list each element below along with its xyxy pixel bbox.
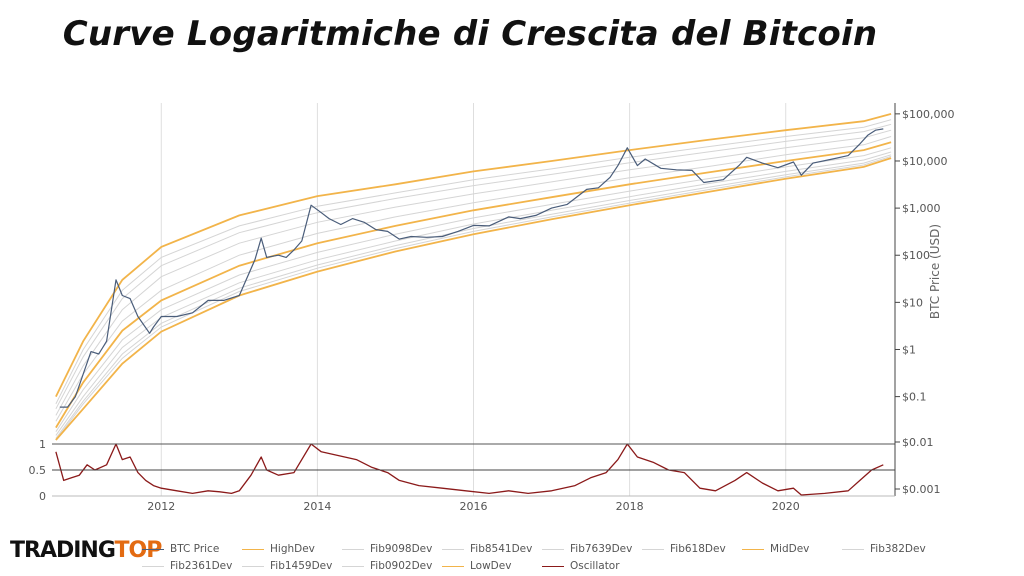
band-fib0902dev: [55, 155, 892, 441]
x-tick-label: 2014: [303, 500, 331, 513]
band-fib8541dev: [55, 123, 892, 410]
btc-price-series: [59, 128, 884, 408]
legend-swatch: [142, 565, 164, 567]
band-fib618dev: [55, 136, 892, 422]
band-fib382dev: [55, 147, 892, 432]
price-tick-label: $10: [902, 296, 923, 309]
legend-item-fib9098dev[interactable]: Fib9098Dev: [342, 541, 432, 557]
legend-swatch: [742, 548, 764, 550]
legend-item-fib1459dev[interactable]: Fib1459Dev: [242, 558, 332, 574]
price-tick-label: $1: [902, 343, 916, 356]
legend-label: Fib618Dev: [670, 543, 726, 555]
legend-label: Fib1459Dev: [270, 560, 333, 572]
price-tick-label: $0.1: [902, 391, 927, 404]
band-fib9098dev: [55, 119, 892, 405]
legend-item-fib2361dev[interactable]: Fib2361Dev: [142, 558, 232, 574]
legend-label: Fib2361Dev: [170, 560, 233, 572]
price-tick-label: $1,000: [902, 202, 941, 215]
price-tick-label: $0.01: [902, 436, 934, 449]
axes: 1 0.5 0 $100,000 $10,000 $1,000 $100 $10 $1 $0.1 $…: [29, 103, 955, 513]
btc-price-line: [59, 128, 884, 408]
x-tick-label: 2020: [772, 500, 800, 513]
legend-item-fib382dev[interactable]: Fib382Dev: [842, 541, 926, 557]
x-tick-label: 2018: [616, 500, 644, 513]
price-tick-label: $0.001: [902, 483, 941, 496]
legend-swatch: [142, 548, 164, 550]
chart-legend: BTC Price HighDev Fib9098Dev Fib8541Dev Fib7…: [142, 541, 1022, 575]
legend-label: HighDev: [270, 543, 315, 555]
legend-label: Oscillator: [570, 560, 620, 572]
legend-label: LowDev: [470, 560, 512, 572]
legend-label: BTC Price: [170, 543, 220, 555]
band-middev: [55, 141, 892, 429]
chart: 1 0.5 0 $100,000 $10,000 $1,000 $100 $10 $1 $0.1 $…: [29, 103, 955, 513]
legend-item-btc-price[interactable]: BTC Price: [142, 541, 219, 557]
legend-item-middev[interactable]: MidDev: [742, 541, 809, 557]
legend-swatch: [542, 565, 564, 567]
band-fib2361dev: [55, 151, 892, 436]
legend-label: Fib8541Dev: [470, 543, 533, 555]
price-axis-title: BTC Price (USD): [928, 224, 942, 319]
page-title: Curve Logaritmiche di Crescita del Bitco…: [62, 14, 878, 54]
legend-item-oscillator[interactable]: Oscillator: [542, 558, 620, 574]
legend-swatch: [442, 548, 464, 550]
vertical-gridlines: [160, 103, 787, 496]
logo-accent: TOP: [114, 538, 163, 563]
legend-label: Fib0902Dev: [370, 560, 433, 572]
tradingtop-logo: TRADINGTOP: [10, 538, 163, 563]
band-fib7639dev: [55, 129, 892, 416]
x-tick-label: 2016: [460, 500, 488, 513]
legend-item-lowdev[interactable]: LowDev: [442, 558, 511, 574]
legend-swatch: [842, 548, 864, 550]
legend-item-highdev[interactable]: HighDev: [242, 541, 315, 557]
band-highdev: [55, 113, 892, 397]
oscillator-tick-label: 1: [39, 438, 46, 451]
legend-label: Fib7639Dev: [570, 543, 633, 555]
price-tick-label: $100: [902, 249, 930, 262]
legend-label: MidDev: [770, 543, 810, 555]
oscillator-tick-label: 0.5: [29, 464, 47, 477]
legend-item-fib618dev[interactable]: Fib618Dev: [642, 541, 726, 557]
legend-item-fib0902dev[interactable]: Fib0902Dev: [342, 558, 432, 574]
legend-label: Fib382Dev: [870, 543, 926, 555]
legend-item-fib8541dev[interactable]: Fib8541Dev: [442, 541, 532, 557]
price-tick-label: $10,000: [902, 155, 948, 168]
legend-swatch: [342, 548, 364, 550]
price-tick-label: $100,000: [902, 108, 955, 121]
legend-swatch: [242, 548, 264, 550]
logo-main: TRADING: [10, 538, 116, 563]
legend-swatch: [242, 565, 264, 567]
oscillator-tick-label: 0: [39, 490, 46, 503]
legend-swatch: [542, 548, 564, 550]
legend-swatch: [342, 565, 364, 567]
legend-swatch: [442, 565, 464, 567]
x-tick-label: 2012: [147, 500, 175, 513]
legend-label: Fib9098Dev: [370, 543, 433, 555]
legend-swatch: [642, 548, 664, 550]
band-lowdev: [55, 157, 892, 441]
legend-item-fib7639dev[interactable]: Fib7639Dev: [542, 541, 632, 557]
